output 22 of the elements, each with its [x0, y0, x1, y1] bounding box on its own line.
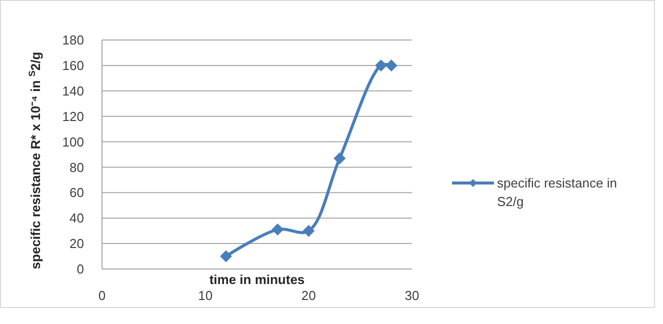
point: [220, 250, 232, 262]
y-tick-label: 100: [62, 134, 84, 150]
y-tick-label: 120: [62, 108, 84, 124]
point: [334, 152, 346, 164]
x-axis-title: time in minutes: [209, 272, 305, 287]
y-tick-label: 140: [62, 83, 84, 98]
y-tick-label: 20: [70, 236, 84, 252]
x-tick-label: 30: [404, 288, 420, 303]
x-tick-label: 0: [98, 288, 106, 303]
x-tick-label: 20: [301, 288, 316, 303]
x-tick-label: 10: [198, 288, 213, 303]
y-tick-label: 160: [62, 58, 84, 73]
point: [385, 59, 398, 72]
point: [302, 224, 315, 237]
y-tick-label: 40: [70, 210, 84, 226]
legend-label: specific resistance in S2/g: [497, 176, 617, 209]
y-tick-label: 60: [70, 185, 84, 200]
point: [375, 59, 387, 72]
y-tick-label: 180: [62, 32, 84, 48]
y-tick-label: 80: [70, 160, 84, 175]
y-tick-label: 0: [76, 262, 84, 277]
point: [272, 224, 284, 236]
